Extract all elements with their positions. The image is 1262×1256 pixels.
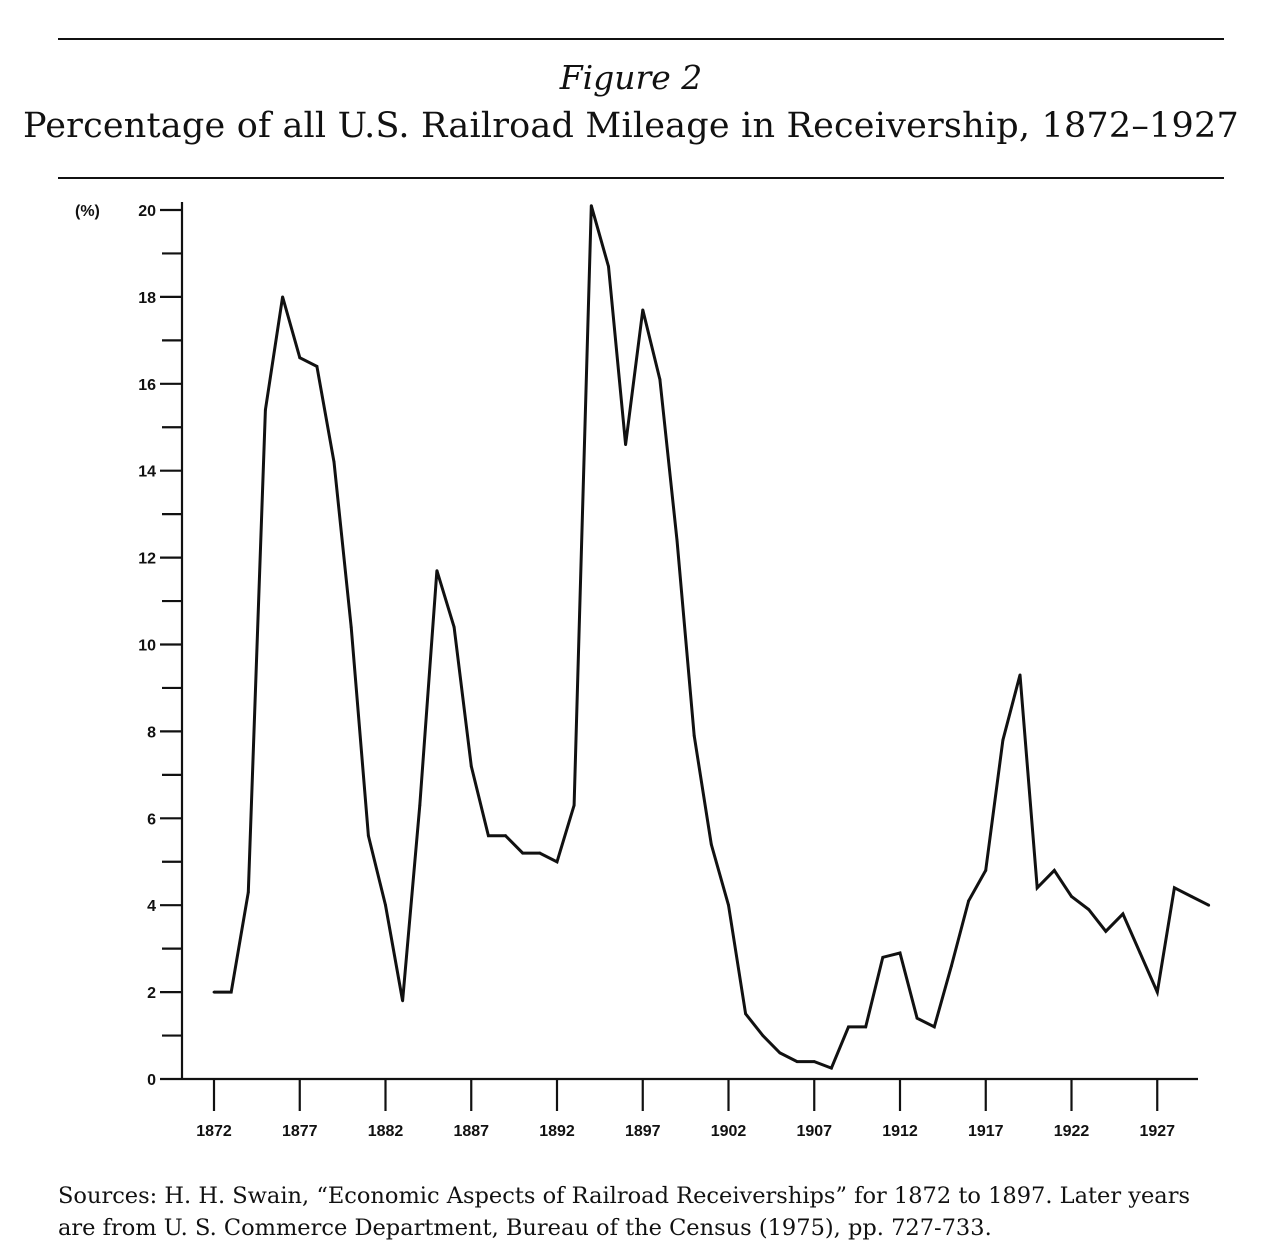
data-point bbox=[795, 1060, 799, 1064]
y-tick-label: 10 bbox=[138, 638, 156, 655]
data-point bbox=[521, 851, 525, 855]
data-point bbox=[264, 408, 267, 412]
data-point bbox=[418, 803, 422, 807]
y-tick-label: 4 bbox=[147, 898, 156, 915]
data-point bbox=[1018, 673, 1022, 677]
x-tick-label: 1892 bbox=[539, 1123, 575, 1140]
data-point bbox=[607, 265, 610, 268]
data-point bbox=[1173, 886, 1176, 890]
series-line bbox=[214, 205, 1210, 1071]
data-point bbox=[452, 625, 456, 629]
data-point bbox=[675, 538, 679, 542]
data-point bbox=[1155, 990, 1159, 994]
data-point bbox=[435, 569, 439, 573]
data-point bbox=[624, 443, 627, 447]
data-point bbox=[692, 734, 696, 738]
data-point bbox=[572, 803, 576, 807]
data-point bbox=[366, 834, 370, 838]
data-point bbox=[727, 903, 730, 907]
data-point bbox=[932, 1025, 936, 1029]
data-point bbox=[1035, 886, 1039, 890]
data-point bbox=[830, 1066, 833, 1070]
y-tick-label: 6 bbox=[147, 811, 156, 828]
data-point bbox=[298, 356, 302, 360]
y-tick-label: 12 bbox=[138, 551, 156, 568]
data-point bbox=[1138, 951, 1142, 955]
x-axis: 1872 1877 1882 1887 1892 1897 1902 1907 1912 1917… bbox=[182, 1077, 1198, 1140]
x-tick-label: 1922 bbox=[1054, 1123, 1090, 1140]
data-point bbox=[898, 951, 902, 955]
data-point bbox=[761, 1034, 765, 1037]
y-tick-label: 18 bbox=[138, 290, 156, 307]
data-point bbox=[555, 860, 559, 864]
data-point bbox=[349, 625, 353, 629]
data-point bbox=[1104, 929, 1108, 933]
figure-title: Percentage of all U.S. Railroad Mileage … bbox=[23, 106, 1239, 146]
data-point bbox=[881, 955, 885, 959]
data-point bbox=[744, 1012, 748, 1016]
data-point bbox=[384, 903, 387, 907]
data-point bbox=[229, 990, 233, 994]
x-tick-label: 1907 bbox=[796, 1123, 832, 1140]
x-tick-label: 1887 bbox=[453, 1123, 489, 1140]
data-point bbox=[984, 869, 988, 872]
y-tick-label: 14 bbox=[138, 464, 156, 481]
data-point bbox=[1070, 895, 1073, 898]
y-tick-label: 16 bbox=[138, 377, 156, 394]
x-tick-label: 1927 bbox=[1139, 1123, 1175, 1140]
data-point bbox=[1121, 912, 1125, 916]
data-point bbox=[212, 990, 216, 994]
data-point bbox=[401, 999, 405, 1003]
x-tick-label: 1902 bbox=[711, 1123, 747, 1140]
data-point bbox=[778, 1051, 782, 1055]
x-tick-label: 1872 bbox=[196, 1123, 232, 1140]
data-point bbox=[1001, 738, 1005, 742]
data-point bbox=[1207, 903, 1211, 907]
y-tick-label: 20 bbox=[138, 203, 156, 220]
data-point bbox=[1052, 869, 1056, 872]
data-point bbox=[469, 764, 473, 768]
data-point bbox=[589, 204, 593, 208]
x-tick-label: 1877 bbox=[282, 1123, 318, 1140]
top-rule bbox=[58, 38, 1224, 40]
y-tick-label: 0 bbox=[147, 1072, 156, 1089]
data-point bbox=[709, 842, 713, 846]
data-point bbox=[967, 899, 970, 903]
x-tick-label: 1882 bbox=[368, 1123, 404, 1140]
sources-note: Sources: H. H. Swain, “Economic Aspects … bbox=[58, 1183, 1190, 1241]
y-tick-label: 2 bbox=[147, 985, 156, 1002]
data-point bbox=[1087, 908, 1091, 911]
data-point bbox=[332, 460, 336, 464]
figure-label: Figure 2 bbox=[559, 58, 703, 97]
data-point bbox=[504, 834, 507, 838]
data-point bbox=[847, 1025, 850, 1029]
y-tick-label: 8 bbox=[147, 724, 156, 741]
x-tick-label: 1897 bbox=[625, 1123, 661, 1140]
data-point bbox=[950, 964, 953, 968]
data-point bbox=[315, 365, 319, 368]
y-axis-label: (%) bbox=[75, 203, 100, 220]
y-axis: 0 2 4 6 8 10 12 14 16 18 20 bbox=[138, 202, 184, 1089]
data-point bbox=[864, 1025, 868, 1029]
data-point bbox=[641, 308, 645, 312]
data-point bbox=[1190, 895, 1193, 898]
data-point bbox=[487, 834, 490, 838]
x-tick-label: 1917 bbox=[968, 1123, 1004, 1140]
data-point bbox=[246, 890, 250, 894]
data-point bbox=[915, 1016, 919, 1020]
data-point bbox=[658, 378, 662, 381]
title-rule bbox=[58, 177, 1224, 179]
data-point bbox=[538, 851, 542, 855]
x-tick-label: 1912 bbox=[882, 1123, 918, 1140]
series-group bbox=[212, 204, 1211, 1071]
data-point bbox=[812, 1060, 816, 1064]
data-point bbox=[281, 295, 284, 299]
